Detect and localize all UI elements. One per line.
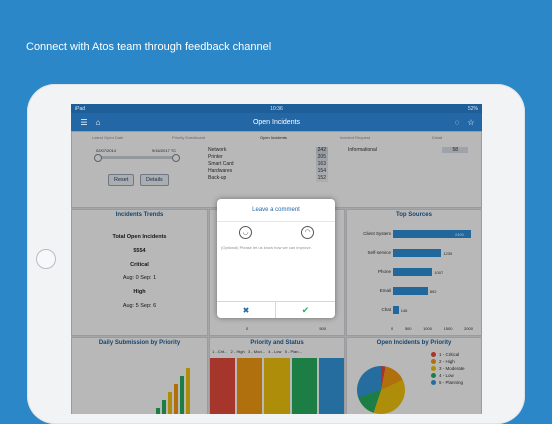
daily-bar [156, 408, 160, 414]
ps-bar-high [237, 358, 263, 414]
modal-title: Leave a comment [252, 207, 300, 213]
ps-title: Priority and Status [250, 340, 304, 346]
date-slider[interactable] [94, 154, 180, 162]
trends-title: Incidents Trends [115, 212, 164, 218]
ps-bar-planning [318, 358, 345, 414]
bar-label: Client System [363, 231, 391, 236]
category-row[interactable]: Back-up 152 [208, 175, 328, 182]
daily-bars [156, 363, 190, 414]
high-label: High [133, 289, 146, 295]
daily-bar [174, 384, 178, 414]
filter-label-detail: Detail [432, 135, 443, 140]
bar-value: 892 [429, 289, 437, 294]
source-bar[interactable] [393, 306, 399, 314]
bar-label: Phone [377, 269, 391, 274]
sources-chart: Client System 2400 Self-service 1239 Phone 10… [347, 210, 481, 335]
comment-modal: Leave a comment ◡ ◠ (Optional) Please le… [217, 199, 335, 318]
status-bar: iPad 10:36 52% [71, 104, 482, 113]
bar-value: 2400 [455, 232, 464, 237]
time-label: 10:36 [270, 105, 283, 112]
bar-value: 1007 [434, 270, 444, 275]
bar-value: 1239 [443, 251, 453, 256]
category-list: Network 242 Printer 205 Smart Card 163 Hard… [208, 147, 328, 182]
daily-title: Daily Submission by Priority [98, 340, 181, 346]
source-bar[interactable] [393, 287, 428, 295]
source-bar[interactable] [393, 249, 442, 257]
category-row[interactable]: Network 242 [208, 147, 328, 154]
home-button[interactable] [36, 249, 56, 269]
open-incidents-priority-panel: Open Incidents by Priority 1 - Critical … [346, 337, 482, 414]
request-row[interactable]: Informational 58 [348, 147, 468, 153]
bar-label: Self-service [367, 250, 391, 255]
ps-bar-low [291, 358, 317, 414]
date-from: 02/07/2014 [96, 148, 117, 153]
bar-label: Email [379, 288, 391, 293]
page-title: Open Incidents [252, 118, 301, 126]
partial-axis: 0 500 [246, 326, 326, 331]
ps-bar-critical [210, 358, 236, 414]
slider-handle-left[interactable] [94, 154, 102, 162]
pie-legend: 1 - Critical 2 - High 3 - Moderate 4 - L… [431, 352, 465, 387]
daily-bar [180, 376, 184, 414]
pie-chart [357, 366, 405, 414]
daily-submission-panel: Daily Submission by Priority [71, 337, 208, 414]
legend-item: 5 - Planning [431, 380, 465, 385]
top-sources-panel: Top Sources Client System 2400 Self-servic… [346, 209, 482, 336]
cancel-button[interactable]: ✖ [217, 302, 276, 318]
modal-button-divider [217, 301, 335, 302]
submit-button[interactable]: ✔ [276, 302, 335, 318]
details-button[interactable]: Details [140, 174, 169, 186]
nav-bar: Open Incidents ☰ ⌂ ◌ ☆ [71, 113, 482, 131]
headline: Connect with Atos team through feedback … [26, 41, 272, 53]
source-bar[interactable] [393, 268, 433, 276]
incidents-trends-panel: Incidents Trends Total Open Incidents 55… [71, 209, 208, 336]
ps-columns: 1 - Crit... 2 - High 3 - Mod... 4 - Low … [212, 349, 302, 354]
legend-item: 2 - High [431, 359, 465, 364]
sources-axis: 0 500 1000 1500 2000 [391, 326, 473, 331]
bar-label: Chat [381, 307, 391, 312]
comment-icon[interactable]: ◌ [454, 117, 460, 127]
close-icon: ✖ [242, 305, 250, 315]
legend-item: 4 - Low [431, 373, 465, 378]
total-value: 5554 [133, 248, 146, 254]
critical-label: Critical [130, 262, 149, 268]
sources-title: Top Sources [396, 212, 432, 218]
daily-bar [168, 392, 172, 414]
filter-label-date: Latest Open Date [92, 135, 124, 140]
category-row[interactable]: Smart Card 163 [208, 161, 328, 168]
filter-label-open: Open Incidents [260, 135, 287, 140]
home-icon[interactable]: ⌂ [95, 117, 101, 127]
high-counts: Aug: 5 Sep: 6 [122, 303, 157, 309]
carrier-label: iPad [75, 105, 86, 112]
slider-handle-right[interactable] [172, 154, 180, 162]
check-icon: ✔ [301, 304, 310, 315]
filter-label-priority: Priority Dashboard [172, 135, 206, 140]
category-row[interactable]: Hardwares 154 [208, 168, 328, 175]
bar-value: 146 [400, 308, 408, 313]
daily-bar [186, 368, 190, 414]
ps-bars [210, 358, 345, 414]
priority-status-panel: Priority and Status 1 - Crit... 2 - High… [209, 337, 345, 414]
happy-face-icon[interactable]: ◡ [239, 226, 252, 239]
battery-label: 52% [467, 105, 478, 112]
date-to: 9/16/2017 TC [152, 148, 177, 153]
total-label: Total Open Incidents [112, 234, 167, 240]
ps-bar-moderate [264, 358, 290, 414]
source-bar[interactable] [393, 230, 471, 238]
openprio-title: Open Incidents by Priority [376, 340, 452, 346]
legend-item: 3 - Moderate [431, 366, 465, 371]
sad-face-icon[interactable]: ◠ [301, 226, 314, 239]
legend-item: 1 - Critical [431, 352, 465, 357]
comment-placeholder: (Optional) Please let us know how we can… [221, 245, 312, 250]
category-row[interactable]: Printer 205 [208, 154, 328, 161]
reset-button[interactable]: Reset [108, 174, 135, 186]
comment-textarea[interactable]: (Optional) Please let us know how we can… [221, 245, 331, 295]
menu-icon[interactable]: ☰ [80, 117, 88, 127]
star-icon[interactable]: ☆ [467, 117, 475, 127]
modal-separator [217, 221, 335, 222]
critical-counts: Aug: 0 Sep: 1 [122, 275, 157, 281]
filter-panel: Latest Open Date Priority Dashboard Open… [71, 131, 482, 208]
filter-label-request: Incident Request [340, 135, 371, 140]
daily-bar [162, 400, 166, 414]
